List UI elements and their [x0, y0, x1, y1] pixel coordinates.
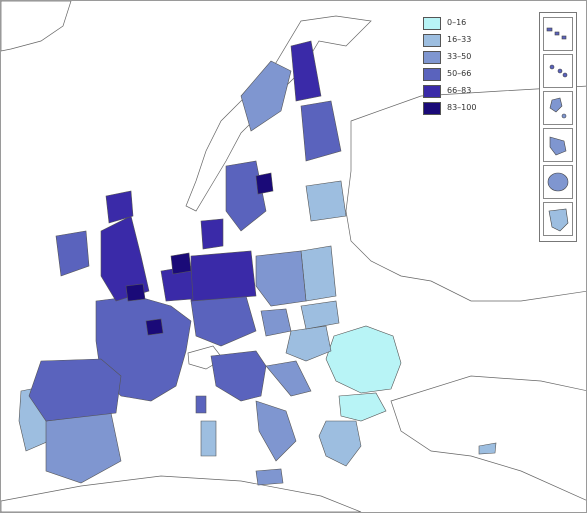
- legend-item: 16–33: [423, 32, 519, 49]
- croatia-region: [265, 360, 312, 397]
- inset-reunion-shape: [547, 172, 569, 192]
- legend-swatch: [423, 102, 441, 115]
- cyprus-region: [478, 442, 497, 455]
- inset-french-guiana-shape: [548, 208, 569, 232]
- inset-azores-shape: [549, 64, 568, 78]
- poland-west-region: [255, 250, 307, 307]
- legend-label: 16–33: [447, 35, 472, 44]
- spain-north-region: [28, 358, 122, 422]
- class-66-83-regions: [100, 40, 322, 302]
- class-33-50-regions: [45, 60, 312, 486]
- inset-guadeloupe-shape: [549, 136, 567, 156]
- legend-label: 66–83: [447, 86, 472, 95]
- czechia-east-region: [260, 308, 292, 337]
- netherlands-region: [170, 252, 192, 275]
- ireland-region: [55, 230, 90, 277]
- legend-item: 66–83: [423, 83, 519, 100]
- class-0-16-regions: [325, 325, 402, 422]
- outermost-regions-insets: [539, 12, 577, 242]
- inset-canary-islands: [543, 17, 573, 51]
- legend-swatch: [423, 68, 441, 81]
- legend-swatch: [423, 51, 441, 64]
- scotland-region: [105, 190, 134, 224]
- legend-label: 50–66: [447, 69, 472, 78]
- northern-sweden-region: [240, 60, 292, 132]
- sweden-south-region: [225, 160, 267, 232]
- northern-finland-region: [290, 40, 322, 102]
- sicily-region: [255, 468, 284, 486]
- inset-madeira: [543, 91, 573, 125]
- denmark-region: [200, 218, 224, 250]
- germany-north-region: [190, 250, 257, 302]
- bulgaria-region: [338, 392, 387, 422]
- southern-italy-region: [255, 400, 297, 462]
- inset-madeira-shape: [549, 97, 567, 119]
- legend-item: 50–66: [423, 66, 519, 83]
- legend: 0–16 16–33 33–50 50–66 66–83 83–100: [423, 15, 519, 117]
- class-50-66-regions: [28, 100, 342, 422]
- class-83-100-regions: [125, 172, 274, 336]
- inset-french-guiana: [543, 202, 573, 236]
- northern-italy-region: [210, 350, 267, 402]
- greenland-iceland-land: [1, 1, 72, 52]
- legend-swatch: [423, 17, 441, 30]
- legend-item: 33–50: [423, 49, 519, 66]
- corsica-region: [195, 395, 207, 414]
- london-region: [125, 283, 146, 302]
- north-africa-land: [1, 475, 362, 512]
- legend-item: 0–16: [423, 15, 519, 32]
- legend-item: 83–100: [423, 100, 519, 117]
- baltic-states-region: [305, 180, 347, 222]
- legend-swatch: [423, 34, 441, 47]
- inset-guadeloupe: [543, 128, 573, 162]
- legend-label: 33–50: [447, 52, 472, 61]
- inset-azores: [543, 54, 573, 88]
- germany-south-region: [190, 295, 257, 347]
- legend-label: 0–16: [447, 18, 467, 27]
- slovakia-region: [300, 300, 340, 330]
- legend-swatch: [423, 85, 441, 98]
- sardinia-region: [200, 420, 217, 457]
- central-finland-region: [300, 100, 342, 162]
- greece-region: [318, 420, 362, 467]
- inset-reunion: [543, 165, 573, 199]
- russia-east-land: [345, 85, 586, 302]
- hungary-region: [285, 325, 332, 362]
- spain-south-region: [45, 412, 122, 484]
- balkans-turkey-land: [390, 375, 586, 501]
- norway-land: [185, 15, 372, 212]
- poland-east-region: [300, 245, 337, 302]
- paris-region: [145, 318, 164, 336]
- legend-label: 83–100: [447, 103, 477, 112]
- stockholm-region: [255, 172, 274, 195]
- romania-region: [325, 325, 402, 394]
- inset-canary-islands-shape: [546, 27, 567, 40]
